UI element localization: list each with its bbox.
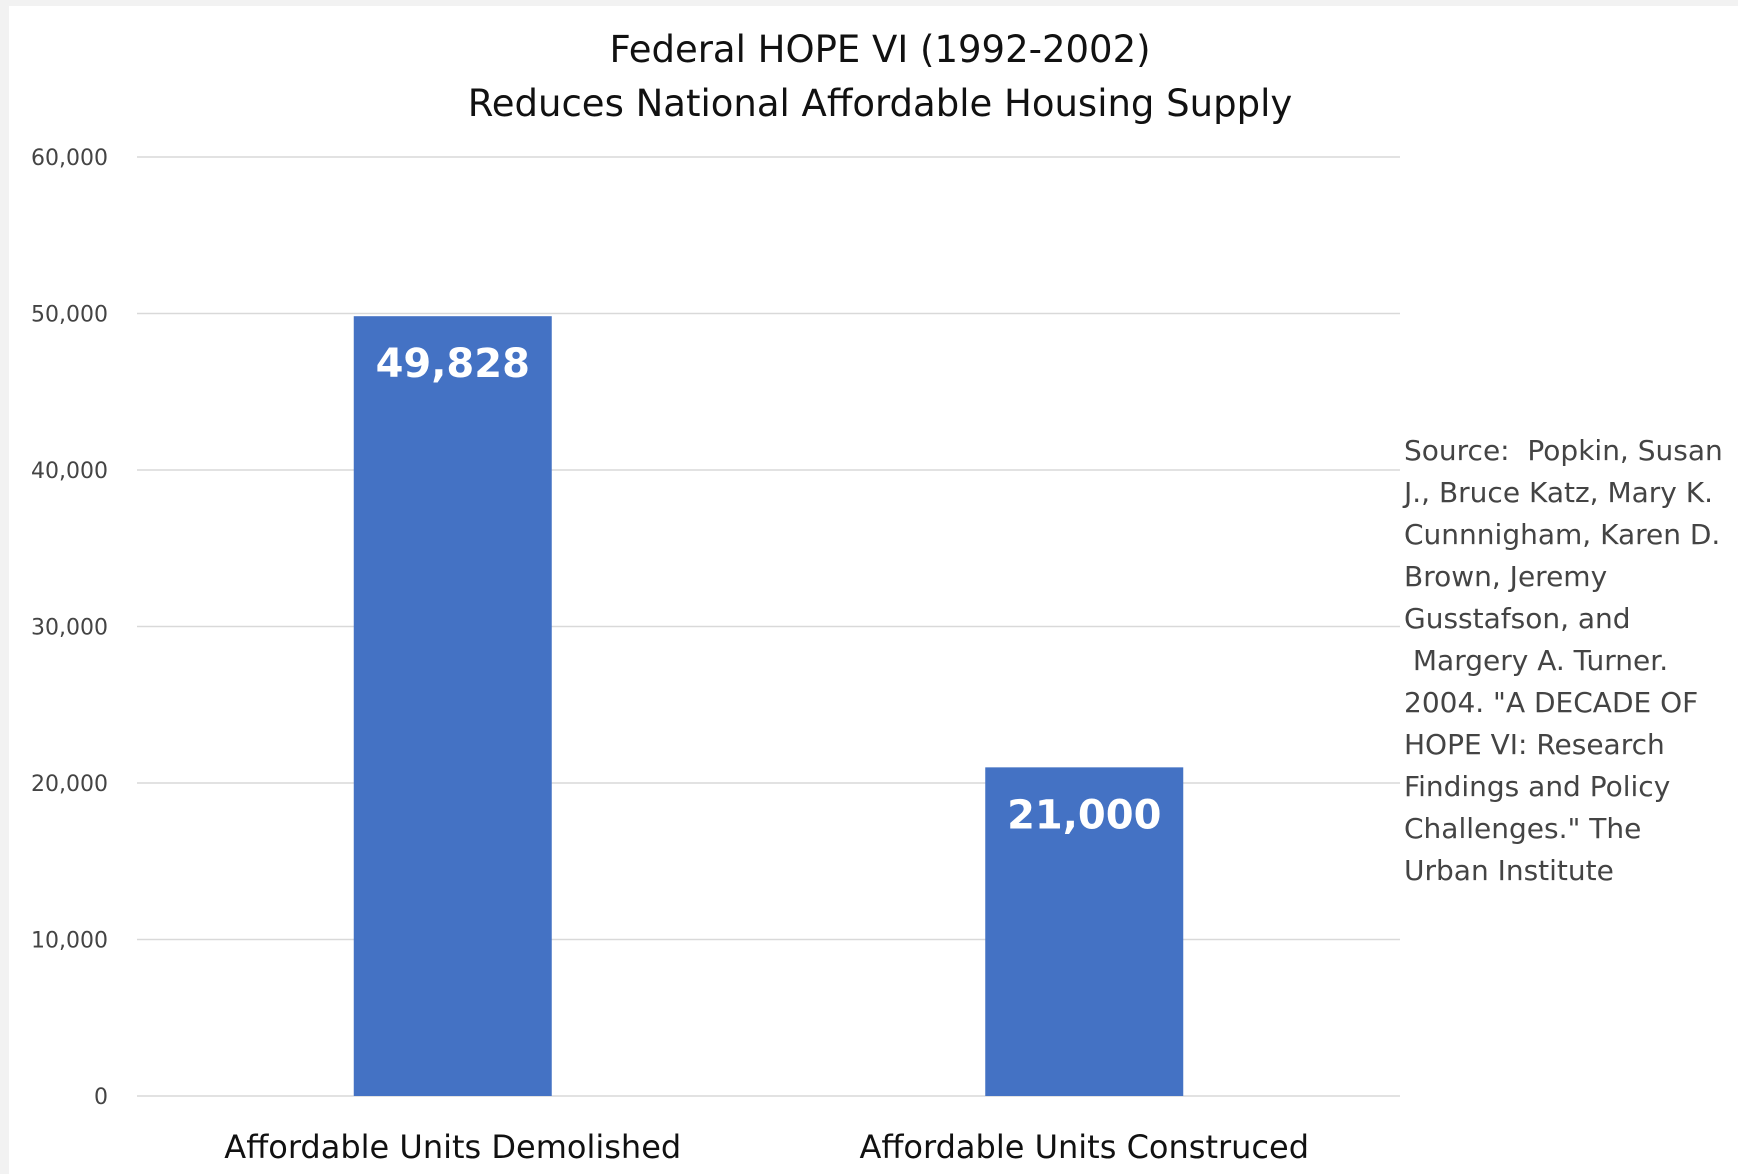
y-tick-label: 50,000 [31, 303, 108, 328]
y-tick-label: 20,000 [31, 772, 108, 797]
y-tick-label: 60,000 [31, 146, 108, 171]
data-label: 21,000 [1007, 792, 1161, 838]
data-labels: 49,828 21,000 [376, 341, 1162, 838]
bars [353, 316, 1184, 1097]
y-tick-label: 0 [94, 1085, 108, 1110]
chart-background [9, 6, 1738, 1174]
bar [985, 767, 1184, 1096]
data-label: 49,828 [376, 341, 530, 387]
bar [353, 316, 552, 1097]
y-axis-tick-labels: 0 10,000 20,000 30,000 40,000 50,000 60,000 [31, 146, 108, 1110]
category-label: Affordable Units Construced [859, 1128, 1309, 1166]
category-label: Affordable Units Demolished [224, 1128, 681, 1166]
y-tick-label: 10,000 [31, 929, 108, 954]
y-tick-label: 30,000 [31, 616, 108, 641]
chart-title-line-2: Reduces National Affordable Housing Supp… [468, 82, 1293, 125]
gridlines [137, 156, 1400, 1097]
x-axis-category-labels: Affordable Units Demolished Affordable Un… [224, 1128, 1309, 1166]
source-annotation: Source: Popkin, Susan J., Bruce Katz, Ma… [1404, 434, 1723, 887]
y-tick-label: 40,000 [31, 459, 108, 484]
chart-title-line-1: Federal HOPE VI (1992-2002) [609, 28, 1150, 71]
